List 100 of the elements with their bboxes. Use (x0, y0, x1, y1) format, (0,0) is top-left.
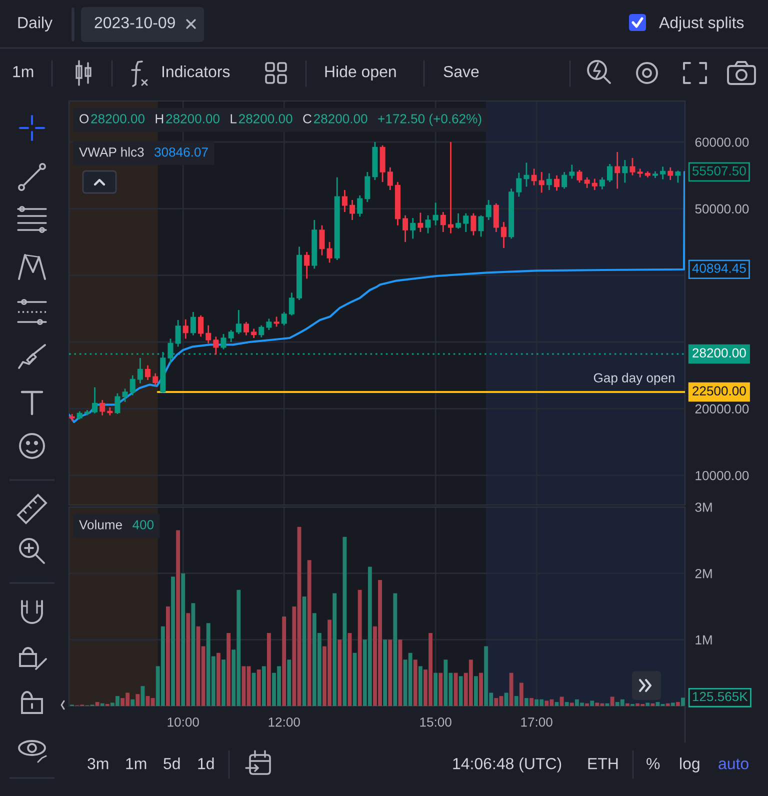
candlestick (599, 176, 605, 190)
candlestick (92, 386, 98, 414)
bar (625, 703, 630, 706)
bar (564, 702, 569, 706)
annotation: 400 (132, 520, 154, 530)
bar (650, 703, 655, 706)
x-tick-label: 10:00 (168, 717, 199, 727)
candlestick (546, 172, 552, 191)
annotation: +172.50 (+0.62%) (378, 114, 482, 126)
candlestick (213, 336, 219, 356)
text: 14:06:48 (UTC) (453, 758, 562, 772)
candlestick (432, 202, 438, 226)
annotation: 28200.00 (166, 114, 220, 124)
bar (383, 640, 388, 706)
candlestick (538, 171, 544, 194)
text: ETH (588, 758, 618, 770)
candlestick (349, 199, 356, 221)
text: auto (718, 758, 748, 770)
bar (458, 676, 463, 706)
candlestick (364, 171, 370, 203)
data-label: 40894.45 (692, 264, 746, 273)
candlestick (220, 333, 226, 350)
text: Adjust splits (659, 16, 744, 32)
text: 3m (88, 758, 108, 770)
bar (140, 686, 145, 706)
x-tick-label: 15:00 (420, 717, 452, 727)
text: 125.565K (692, 692, 748, 702)
candlestick (342, 189, 348, 213)
candlestick (675, 170, 681, 184)
candlestick (425, 214, 431, 234)
bar (676, 702, 680, 706)
bar (136, 694, 140, 706)
y-tick-label: 1M (696, 635, 712, 644)
candlestick (440, 211, 446, 233)
candlestick (470, 212, 476, 236)
y-tick-label: 50000.00 (695, 204, 749, 214)
candlestick (478, 214, 484, 238)
bar (530, 698, 534, 706)
line-series (69, 170, 685, 424)
annotation: H (156, 114, 164, 124)
y-tick-label: 3M (695, 502, 712, 512)
candlestick (243, 321, 249, 336)
bar (256, 670, 261, 706)
candlestick (592, 178, 598, 191)
bar (338, 640, 342, 706)
candlestick (122, 388, 128, 403)
annotation: C (303, 114, 312, 124)
bar (524, 698, 528, 706)
text: 1m (126, 758, 146, 770)
candlestick (266, 318, 272, 331)
text: % (646, 758, 660, 770)
bar (670, 702, 675, 706)
text: 5d (164, 758, 180, 770)
y-tick-label: 2M (695, 568, 712, 578)
candlestick (622, 159, 628, 184)
bar (166, 606, 170, 706)
text: Indicators (162, 66, 230, 78)
bar (474, 676, 478, 706)
bar (287, 660, 292, 706)
candlestick (236, 309, 242, 335)
candlestick (486, 199, 492, 221)
bar (262, 666, 266, 706)
bar (560, 696, 564, 706)
candlestick (569, 164, 575, 180)
candlestick (607, 163, 613, 183)
candlestick (152, 372, 158, 386)
candlestick (531, 168, 537, 186)
bar (342, 536, 347, 706)
data-label: 22500.00 (692, 386, 746, 396)
bar (681, 698, 685, 706)
candlestick (418, 212, 424, 233)
candlestick (304, 251, 310, 280)
bar (100, 703, 104, 706)
text: log (680, 758, 700, 772)
text: Hide open (325, 66, 396, 80)
text: Daily (18, 16, 52, 32)
bar (181, 573, 186, 706)
x-tick-label: 12:00 (268, 717, 300, 727)
candlestick (584, 176, 590, 189)
annotation: L (230, 114, 237, 124)
bar (352, 652, 357, 706)
bar (610, 696, 614, 706)
candlestick (100, 399, 106, 416)
candlestick (387, 166, 393, 191)
annotation: Volume (79, 520, 122, 530)
annotation: 28200.00 (91, 114, 144, 124)
bar (216, 652, 220, 706)
candlestick (206, 324, 212, 344)
candlestick (402, 214, 408, 243)
candlestick (562, 171, 568, 190)
candlestick (175, 319, 181, 348)
ref-line-label: 28200.00 (692, 348, 746, 358)
bar (191, 603, 196, 706)
candlestick (137, 357, 143, 384)
y-tick-label: 60000.00 (695, 138, 749, 147)
bar (418, 666, 422, 706)
bar (519, 682, 524, 706)
bar (434, 672, 438, 706)
candlestick (198, 314, 204, 338)
annotation: 28200.00 (314, 114, 368, 124)
